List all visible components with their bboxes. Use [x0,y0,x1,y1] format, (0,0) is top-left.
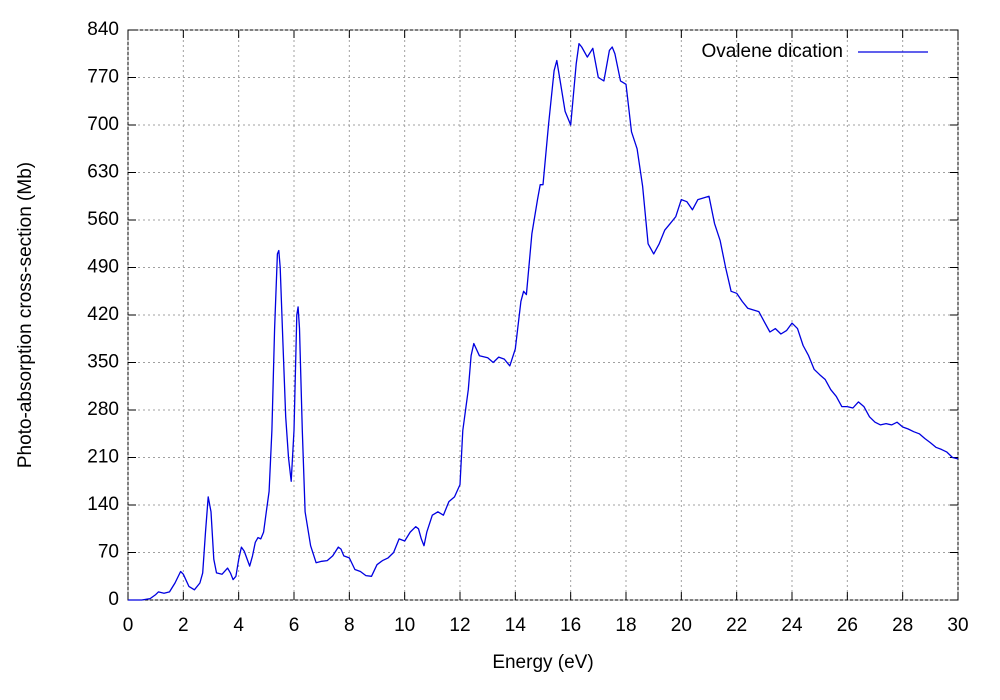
x-tick-label: 16 [560,615,581,636]
x-tick-label: 30 [947,615,968,636]
y-tick-label: 280 [87,399,119,420]
x-tick-label: 22 [726,615,747,636]
legend-label: Ovalene dication [701,41,843,62]
y-tick-label: 420 [87,304,119,325]
data-line [128,42,959,601]
x-tick-label: 14 [505,615,527,636]
x-tick-label: 8 [344,615,355,636]
x-tick-label: 6 [289,615,300,636]
y-tick-label: 70 [98,542,119,563]
y-tick-label: 700 [87,114,119,135]
x-tick-label: 10 [394,615,415,636]
y-tick-label: 630 [87,162,119,183]
y-tick-label: 140 [87,494,119,515]
x-tick-label: 28 [892,615,913,636]
x-tick-label: 4 [233,615,244,636]
x-tick-label: 24 [781,615,803,636]
x-tick-label: 26 [837,615,858,636]
x-tick-label: 20 [671,615,692,636]
y-tick-label: 210 [87,447,119,468]
y-tick-label: 350 [87,352,119,373]
y-tick-label: 0 [108,589,119,610]
x-tick-label: 18 [615,615,636,636]
x-tick-label: 12 [449,615,470,636]
y-tick-label: 560 [87,209,119,230]
y-tick-label: 840 [87,19,119,40]
x-axis-label: Energy (eV) [492,652,593,673]
y-tick-label: 770 [87,67,119,88]
y-tick-label: 490 [87,257,119,278]
y-axis-label: Photo-absorption cross-section (Mb) [15,162,36,468]
x-tick-label: 0 [123,615,134,636]
x-tick-label: 2 [178,615,189,636]
